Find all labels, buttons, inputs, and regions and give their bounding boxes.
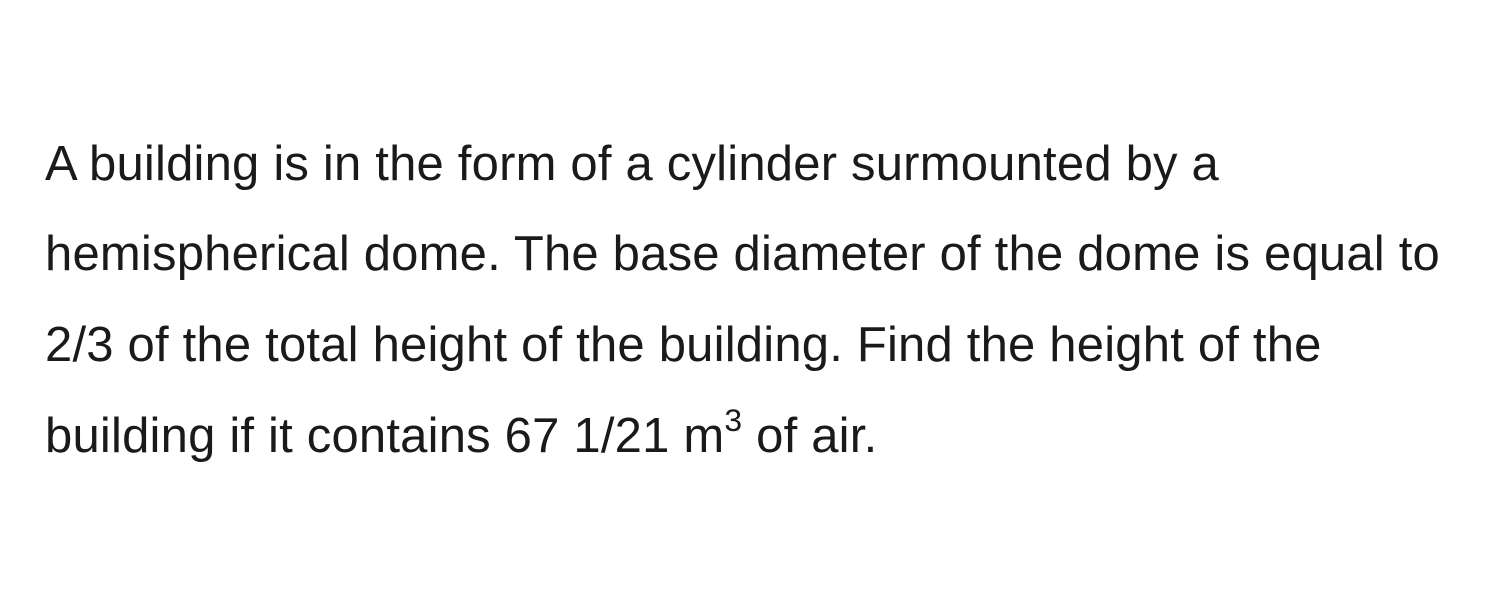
exponent: 3 <box>724 402 742 438</box>
problem-text-part2: of air. <box>742 409 877 463</box>
problem-text: A building is in the form of a cylinder … <box>45 119 1455 482</box>
